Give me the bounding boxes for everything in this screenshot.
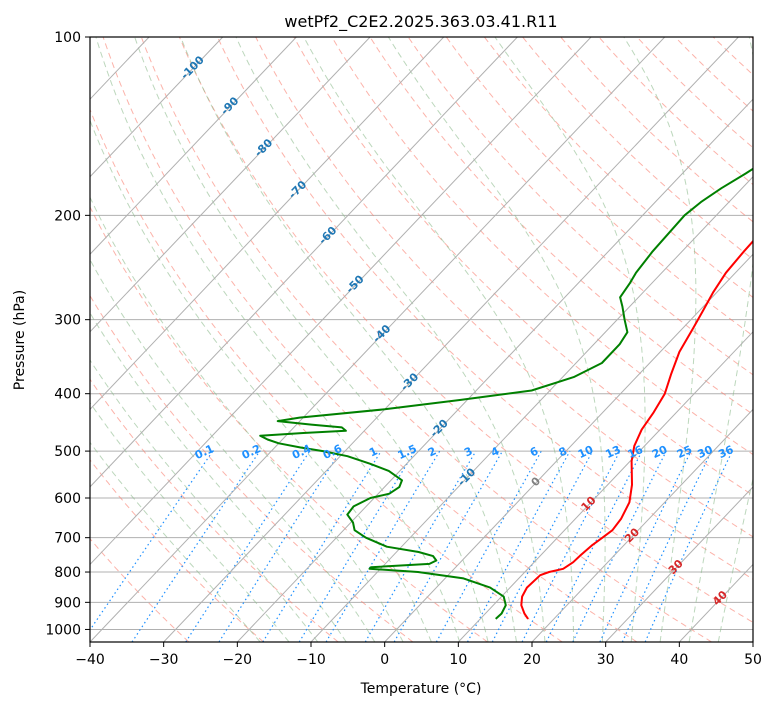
skewed-isotherms: [90, 37, 753, 642]
isotherm-line: [90, 37, 297, 256]
dry-adiabat: [140, 37, 712, 642]
x-tick-label: 20: [523, 652, 541, 668]
mixing-ratio-line: [218, 450, 342, 642]
moist-adiabat: [235, 37, 546, 642]
dry-adiabat: [217, 37, 753, 580]
y-tick-label: 600: [54, 491, 81, 507]
moist-adiabat: [134, 37, 489, 642]
mixing-ratio-label: 10: [576, 443, 596, 461]
x-tick-label: −20: [223, 652, 253, 668]
x-tick-label: 0: [380, 652, 389, 668]
dry-adiabat: [90, 108, 563, 642]
dry-adiabat: [369, 37, 753, 415]
dry-adiabat: [90, 459, 264, 642]
x-tick-label: 50: [744, 652, 762, 668]
x-tick-label: −10: [296, 652, 326, 668]
x-tick-label: −30: [149, 652, 179, 668]
mixing-ratio-label: 30: [695, 443, 715, 461]
mixing-ratio-line: [364, 450, 477, 642]
moist-adiabat: [90, 441, 261, 642]
y-axis-title: Pressure (hPa): [12, 290, 28, 390]
dry-adiabat: [751, 37, 753, 40]
y-tick-label: 100: [54, 30, 81, 46]
isotherm-line: [531, 408, 753, 642]
mixing-ratio-line: [572, 450, 667, 642]
mixing-ratio-label: 36: [716, 443, 736, 461]
y-tick-label: 700: [54, 531, 81, 547]
mixing-ratio-line: [466, 450, 571, 642]
mixing-ratio-line: [325, 450, 441, 642]
y-axis-ticks: 100 200 300 400 500 600 700 800 900 1000: [45, 30, 90, 638]
mixing-ratio-label: 13: [603, 443, 622, 461]
isotherm-line: [384, 253, 753, 642]
dry-adiabat: [102, 37, 638, 642]
mixing-ratio-label: 25: [675, 443, 694, 461]
temperature-profile: [520, 239, 753, 620]
isotherm-line: [90, 37, 445, 411]
profile-series: [259, 167, 753, 620]
moist-adiabat: [90, 196, 404, 642]
y-tick-label: 1000: [45, 622, 81, 638]
isotherm-line: [90, 37, 592, 566]
dry-adiabat: [90, 537, 190, 642]
moist-adiabat: [494, 37, 646, 642]
dry-adiabat: [293, 37, 753, 496]
mixing-ratio-line: [90, 450, 214, 631]
isotherm-line: [605, 486, 753, 642]
x-tick-label: 10: [449, 652, 467, 668]
mixing-ratio-line: [131, 450, 261, 642]
x-axis-title: Temperature (°C): [360, 681, 482, 697]
y-tick-label: 200: [54, 208, 81, 224]
moist-adiabat: [717, 476, 753, 642]
mixing-ratio-label: 16: [626, 443, 646, 461]
x-tick-label: 40: [670, 652, 688, 668]
mixing-ratio-label: 20: [650, 443, 670, 461]
chart-title: wetPf2_C2E2.2025.363.03.41.R11: [284, 12, 557, 32]
isotherm-line: [90, 37, 518, 488]
moist-adiabat: [90, 119, 432, 642]
dewpoint-profile: [259, 167, 753, 620]
y-tick-label: 300: [54, 313, 81, 329]
mixing-ratio-line: [599, 450, 692, 642]
dry-adiabat: [90, 205, 488, 642]
moist-adiabat: [90, 312, 347, 642]
plot-frame: [89, 36, 754, 643]
x-tick-label: −40: [75, 652, 105, 668]
plot-background: [90, 37, 753, 642]
x-tick-label: 30: [597, 652, 615, 668]
moist-adiabat: [90, 258, 376, 642]
isotherm-line: [90, 37, 224, 178]
mixing-ratio-line: [621, 450, 713, 642]
isotherm-line: [310, 176, 753, 642]
isotherm-line: [90, 37, 666, 642]
dry-adiabat: [255, 37, 753, 538]
dry-adiabat: [90, 378, 339, 642]
isotherm-line: [457, 331, 753, 642]
moist-adiabat: [387, 37, 606, 642]
y-tick-label: 900: [54, 595, 81, 611]
moist-adiabat: [688, 37, 753, 642]
y-tick-label: 500: [54, 444, 81, 460]
x-axis-ticks: −40 −30 −20 −10 0 10 20 30 40 50: [75, 642, 762, 668]
isotherm-line: [236, 98, 753, 642]
y-tick-label: 400: [54, 387, 81, 403]
dry-adiabat: [331, 37, 753, 456]
isotherm-line: [752, 641, 753, 642]
mixing-ratio-line: [262, 450, 382, 642]
mixing-ratio-line: [185, 450, 311, 642]
isotherm-line: [90, 37, 371, 333]
y-tick-label: 800: [54, 565, 81, 581]
isotherm-line: [163, 37, 739, 642]
dry-adiabat: [178, 37, 753, 623]
moist-adiabat: [623, 37, 697, 642]
